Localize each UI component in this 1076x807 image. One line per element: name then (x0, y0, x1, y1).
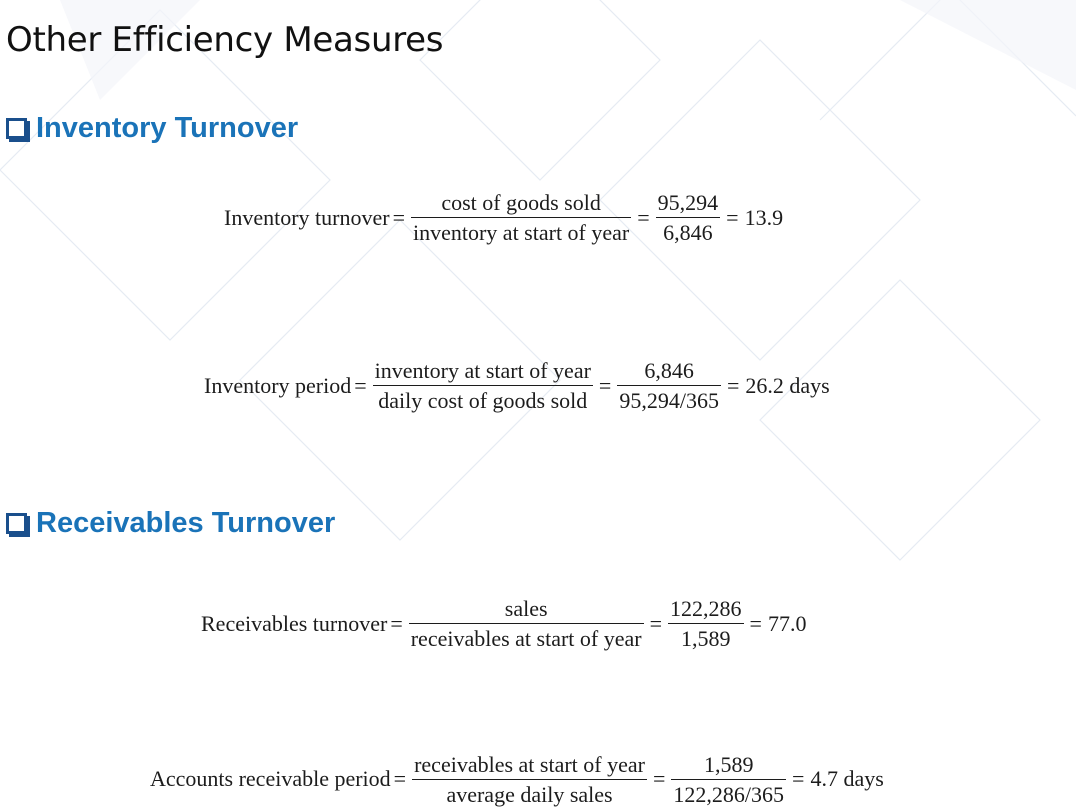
fraction-denominator: 95,294/365 (619, 388, 719, 414)
fraction-denominator: average daily sales (446, 781, 613, 807)
equals-sign: = (637, 204, 650, 230)
equals-sign: = (652, 766, 666, 792)
fraction-numerator: 1,589 (703, 751, 754, 777)
formula-result: 77.0 (767, 610, 807, 636)
formula-label: Inventory turnover (224, 204, 390, 230)
formula-definition-fraction: cost of goods sold inventory at start of… (410, 190, 632, 246)
background-decoration (0, 0, 1076, 561)
equals-sign: = (598, 372, 612, 398)
formula-result: 26.2 days (745, 372, 830, 398)
fraction-numerator: sales (504, 596, 548, 622)
equals-sign: = (390, 610, 403, 636)
equals-sign: = (393, 766, 407, 792)
section-heading-receivables-turnover: Receivables Turnover (6, 507, 1076, 540)
fraction-denominator: 1,589 (681, 626, 731, 652)
fraction-numerator: receivables at start of year (414, 751, 645, 777)
equals-sign: = (726, 204, 739, 230)
equals-sign: = (392, 204, 405, 230)
formula-label: Inventory period (204, 372, 352, 398)
fraction-numerator: 6,846 (644, 358, 694, 384)
fraction-numerator: cost of goods sold (441, 190, 601, 215)
page-title: Other Efficiency Measures (6, 20, 444, 60)
fraction-denominator: receivables at start of year (410, 626, 642, 652)
equals-sign: = (354, 372, 367, 398)
fraction-bar (410, 217, 632, 219)
formula-label: Accounts receivable period (150, 766, 391, 792)
section-heading-text: Receivables Turnover (36, 507, 336, 540)
fraction-numerator: 95,294 (657, 190, 719, 215)
fraction-bar (372, 385, 593, 387)
fraction-denominator: daily cost of goods sold (378, 388, 588, 414)
fraction-denominator: 6,846 (663, 220, 713, 246)
fraction-bar (617, 385, 721, 387)
formula-definition-fraction: inventory at start of year daily cost of… (372, 358, 593, 414)
formula-values-fraction: 122,286 1,589 (668, 596, 744, 652)
section-heading-inventory-turnover: Inventory Turnover (6, 112, 1076, 145)
formula-result: 13.9 (744, 204, 784, 230)
formula-inventory-period: Inventory period = inventory at start of… (204, 359, 1076, 412)
formula-definition-fraction: sales receivables at start of year (408, 596, 644, 652)
fraction-denominator: 122,286/365 (673, 781, 785, 807)
equals-sign: = (749, 610, 762, 636)
fraction-numerator: 122,286 (670, 596, 742, 622)
equals-sign: = (792, 766, 805, 792)
checkbox-bullet-icon (6, 118, 27, 139)
formula-label: Receivables turnover (201, 610, 388, 636)
formula-values-fraction: 1,589 122,286/365 (671, 751, 787, 807)
fraction-bar (655, 217, 721, 219)
fraction-numerator: inventory at start of year (374, 358, 591, 384)
fraction-denominator: inventory at start of year (412, 220, 630, 246)
equals-sign: = (649, 610, 663, 636)
checkbox-bullet-icon (6, 513, 27, 535)
equals-sign: = (726, 372, 740, 398)
section-heading-text: Inventory Turnover (36, 112, 299, 144)
formula-receivables-turnover: Receivables turnover = sales receivables… (201, 597, 1076, 650)
formula-values-fraction: 6,846 95,294/365 (617, 359, 721, 412)
formula-result: 4.7 days (810, 766, 884, 792)
formula-values-fraction: 95,294 6,846 (655, 190, 721, 246)
formula-inventory-turnover: Inventory turnover = cost of goods sold … (224, 191, 1076, 244)
formula-definition-fraction: receivables at start of year average dai… (412, 751, 647, 807)
formula-accounts-receivable-period: Accounts receivable period = receivables… (150, 751, 1076, 807)
